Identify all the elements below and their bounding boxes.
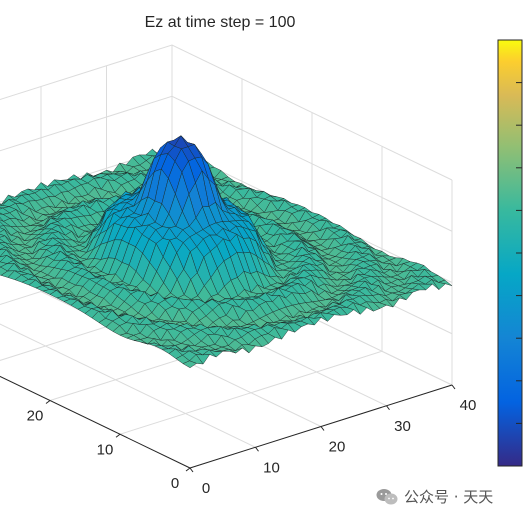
colorbar-ticks — [516, 82, 522, 424]
x-tick-label: 10 — [263, 459, 280, 476]
grid-line — [119, 350, 383, 435]
y-tick-label: 10 — [97, 441, 114, 458]
x-tick-label: 0 — [202, 480, 210, 497]
y-tick-label: 20 — [27, 408, 44, 425]
x-tick-mark — [386, 405, 390, 411]
watermark: 公众号 · 天天 — [376, 486, 493, 507]
x-tick-label: 40 — [460, 397, 477, 414]
watermark-text: 公众号 · 天天 — [404, 488, 494, 506]
axis-ticks: 0102030400102030 — [27, 384, 477, 497]
x-tick-mark — [255, 446, 259, 452]
y-axis-line — [0, 375, 191, 469]
y-tick-mark — [115, 433, 121, 438]
chart-title: Ez at time step = 100 — [144, 14, 296, 31]
colorbar — [497, 39, 523, 467]
y-tick-label: 0 — [171, 475, 179, 492]
grid-line — [0, 95, 453, 232]
grid-line — [0, 44, 453, 181]
surface-mesh — [0, 135, 453, 369]
y-tick-mark — [185, 467, 191, 472]
surface-patch — [182, 360, 198, 369]
wechat-icon — [376, 488, 398, 504]
x-tick-mark — [320, 426, 325, 431]
x-tick-label: 20 — [329, 439, 346, 456]
x-tick-mark — [451, 384, 456, 390]
y-tick-mark — [45, 400, 51, 404]
x-tick-mark — [189, 467, 194, 473]
x-tick-label: 30 — [394, 418, 411, 435]
grid-line — [0, 375, 191, 469]
